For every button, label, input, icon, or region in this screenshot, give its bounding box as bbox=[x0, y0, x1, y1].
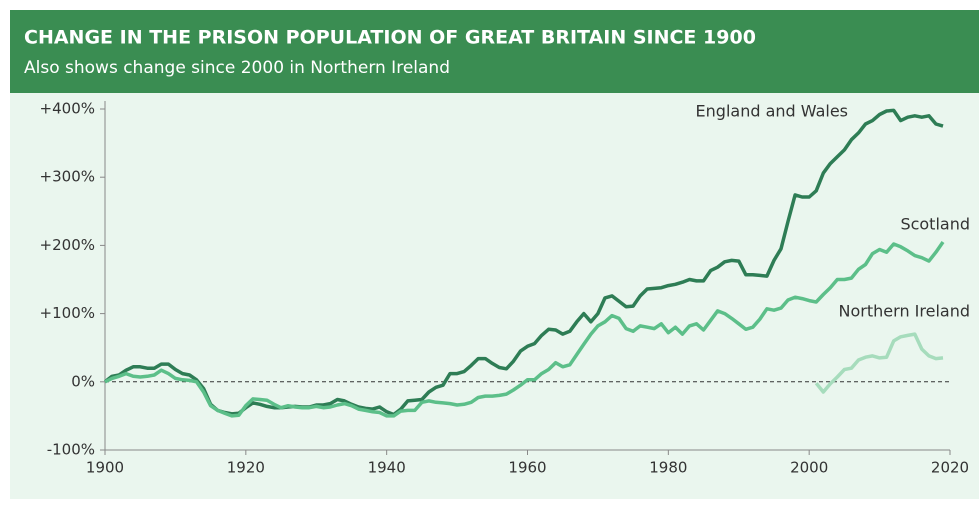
x-tick-label: 1960 bbox=[508, 459, 546, 477]
y-tick-label: +100% bbox=[40, 304, 95, 322]
y-tick-label: 0% bbox=[71, 372, 95, 390]
series-label: Northern Ireland bbox=[839, 302, 970, 321]
series-label: Scotland bbox=[900, 215, 970, 234]
y-tick-label: -100% bbox=[47, 441, 95, 459]
y-tick-label: +300% bbox=[40, 168, 95, 186]
x-tick-label: 1900 bbox=[86, 459, 124, 477]
chart-title: CHANGE IN THE PRISON POPULATION OF GREAT… bbox=[24, 27, 756, 49]
plot-background bbox=[10, 93, 979, 499]
y-tick-label: +200% bbox=[40, 236, 95, 254]
x-tick-label: 1980 bbox=[649, 459, 687, 477]
series-line bbox=[814, 332, 944, 394]
x-tick-label: 2000 bbox=[790, 459, 828, 477]
x-tick-label: 1920 bbox=[227, 459, 265, 477]
chart-subtitle: Also shows change since 2000 in Northern… bbox=[24, 58, 450, 78]
series-line bbox=[104, 241, 945, 418]
series-label: England and Wales bbox=[696, 102, 848, 121]
x-tick-label: 1940 bbox=[368, 459, 406, 477]
y-tick-label: +400% bbox=[40, 100, 95, 118]
header bbox=[10, 10, 979, 93]
x-tick-label: 2020 bbox=[931, 459, 969, 477]
